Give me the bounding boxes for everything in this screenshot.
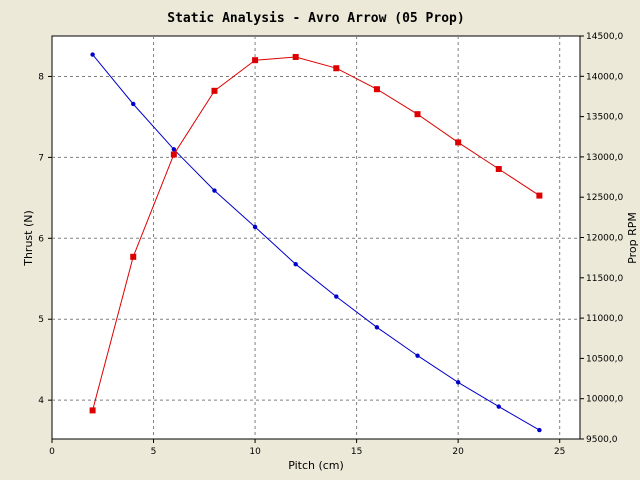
plot-area <box>51 35 581 440</box>
x-tick-label: 10 <box>249 447 261 457</box>
y-right-tick-label: 10500,0 <box>586 354 623 364</box>
series-right-point <box>292 53 299 60</box>
y-left-tick-label: 6 <box>38 234 44 244</box>
series-right-point <box>252 57 259 64</box>
y-right-tick-label: 12000,0 <box>586 234 623 244</box>
x-tick-label: 5 <box>151 447 157 457</box>
y-right-tick-label: 14500,0 <box>586 32 623 42</box>
x-tick-label: 15 <box>351 447 362 457</box>
series-right-line <box>92 56 540 411</box>
series-left-point <box>252 224 258 230</box>
y-right-tick-label: 13500,0 <box>586 113 623 123</box>
y-left-tick-label: 8 <box>38 72 44 82</box>
series-left-point <box>293 262 298 267</box>
ticks: 0 5 10 15 20 25 4 5 6 7 8 9500,0 10000,0 10500,0 11000… <box>38 32 623 457</box>
series-right-point <box>414 111 421 118</box>
series-left-point <box>455 380 461 385</box>
y-left-tick-label: 7 <box>38 153 44 163</box>
series-right-point <box>89 407 96 414</box>
series-left-point <box>212 188 217 193</box>
series-left-point <box>90 52 95 57</box>
y-right-tick-label: 10000,0 <box>586 395 623 405</box>
series-right-point <box>373 86 380 93</box>
series-layer <box>89 52 543 433</box>
series-left-point <box>415 353 420 358</box>
y-left-tick-label: 4 <box>38 396 44 406</box>
y-right-tick-label: 11500,0 <box>586 274 623 284</box>
series-right-point <box>495 165 502 172</box>
series-left-point <box>537 427 542 433</box>
series-left-point <box>131 101 136 107</box>
y-right-axis-label: Prop RPM <box>626 212 639 264</box>
grid <box>52 36 580 439</box>
series-left-point <box>171 147 177 152</box>
y-right-tick-label: 13000,0 <box>586 153 623 163</box>
series-right-point <box>333 65 340 72</box>
x-tick-label: 20 <box>452 447 464 457</box>
y-right-tick-label: 11000,0 <box>586 314 623 324</box>
y-right-tick-label: 9500,0 <box>586 435 618 445</box>
series-right-point <box>536 192 543 199</box>
x-tick-label: 25 <box>554 447 565 457</box>
series-left-point <box>374 325 380 330</box>
series-right-point <box>130 253 137 260</box>
series-right-point <box>170 151 177 158</box>
series-left-line <box>92 54 540 431</box>
y-left-tick-label: 5 <box>38 315 44 325</box>
x-tick-label: 0 <box>49 447 55 457</box>
x-axis-label: Pitch (cm) <box>288 459 344 472</box>
y-left-axis-label: Thrust (N) <box>22 210 35 267</box>
series-right-point <box>211 87 218 94</box>
series-left-point <box>496 404 501 409</box>
y-right-tick-label: 14000,0 <box>586 72 623 82</box>
chart-title: Static Analysis - Avro Arrow (05 Prop) <box>167 11 464 26</box>
y-right-tick-label: 12500,0 <box>586 193 623 203</box>
series-right-point <box>455 139 462 146</box>
series-left-point <box>334 294 339 299</box>
